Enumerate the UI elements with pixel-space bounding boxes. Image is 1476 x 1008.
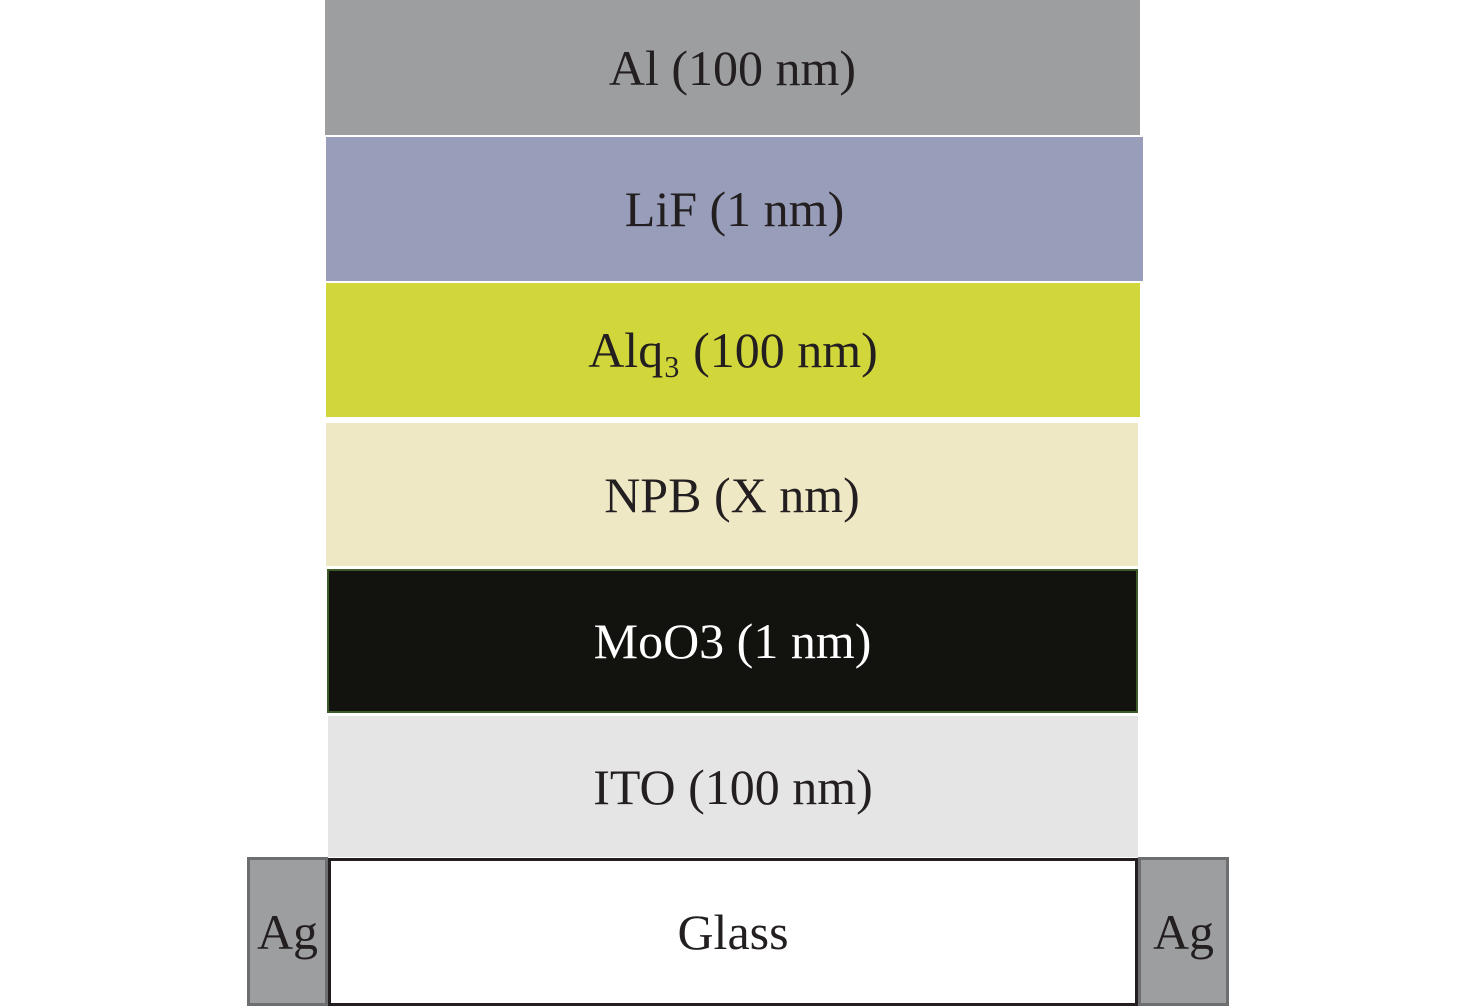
layer-label: MoO3 (1 nm): [593, 613, 872, 669]
layer-label: LiF (1 nm): [624, 181, 845, 237]
layer-al: Al (100 nm): [325, 0, 1140, 135]
layer-label: Al (100 nm): [608, 39, 857, 96]
contact-ag: Ag: [1138, 857, 1229, 1006]
contact-label: Ag: [256, 903, 319, 960]
layer-label: NPB (X nm): [604, 466, 860, 523]
layer-moo3: MoO3 (1 nm): [327, 569, 1138, 713]
contact-label: Ag: [1152, 903, 1215, 960]
layer-label: ITO (100 nm): [593, 758, 873, 815]
layer-lif: LiF (1 nm): [326, 137, 1143, 281]
layer-glass: Glass: [328, 858, 1138, 1006]
layer-npb: NPB (X nm): [326, 423, 1138, 566]
layer-ito: ITO (100 nm): [328, 716, 1138, 857]
layer-alq3: Alq₃ (100 nm): [326, 283, 1140, 417]
contact-ag: Ag: [247, 857, 328, 1006]
layer-label: Glass: [677, 904, 789, 960]
layer-label: Alq₃ (100 nm): [588, 322, 878, 378]
